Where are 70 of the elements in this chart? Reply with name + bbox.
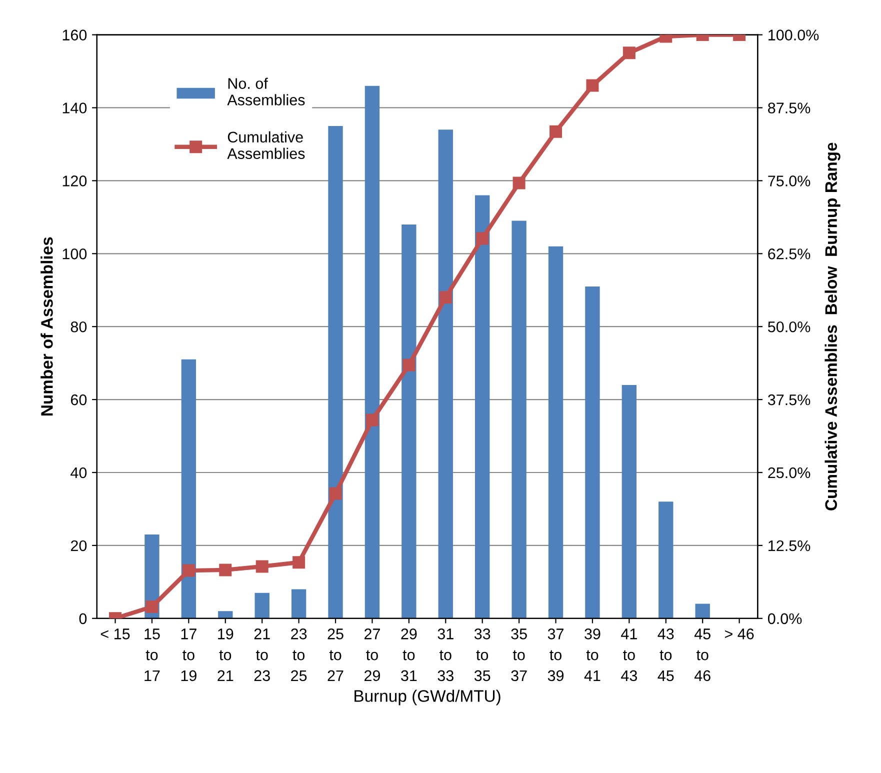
bar [585,286,600,618]
point [439,291,452,304]
bar [254,592,270,618]
y2-tick-label: 87.5% [768,102,810,114]
y2-tick-label: 25.0% [768,467,810,478]
y2-tick-label: 0.0% [768,613,802,624]
legend-label: No. of Assemblies [227,78,305,106]
point [550,125,562,138]
y-tick-label: 80 [70,321,87,332]
y-tick-label: 60 [70,394,87,406]
bar [181,359,196,618]
x-tick-label: 33 to 35 [474,628,490,682]
y-tick-label: 120 [62,176,87,186]
x-tick-label: 35 to 37 [511,628,527,682]
y-axis-title: Number of Assemblies [40,237,53,416]
y-tick-label: 160 [62,30,87,40]
y2-tick-label: 50.0% [768,321,810,332]
x-tick-label: 41 to 43 [621,628,638,682]
y2-tick-label: 75.0% [768,176,810,186]
point [292,556,306,569]
y2-tick-label: 12.5% [768,540,810,552]
point [146,600,158,613]
x-tick-label: > 46 [724,628,754,640]
x-tick-label: 25 to 27 [328,628,344,681]
x-tick-label: 29 to 31 [401,628,417,682]
y2-axis-title: Cumulative Assemblies Below Burnup Range [824,142,840,510]
point [512,176,526,190]
x-tick-label: 21 to 23 [254,628,270,682]
x-tick-label: 19 to 21 [218,628,234,681]
point [329,487,342,500]
x-tick-label: < 15 [100,628,130,640]
point [586,79,599,92]
point [476,232,489,245]
y-tick-label: 0 [79,613,87,624]
bar [218,611,233,618]
y-tick-label: 20 [70,540,87,552]
bar [364,86,380,618]
bar [438,130,453,618]
bar [402,224,416,618]
legend-label: Cumulative Assemblies [227,131,305,160]
y2-tick-label: 62.5% [768,248,810,260]
x-tick-label: 37 to 39 [548,628,564,682]
bar [658,502,674,618]
y2-tick-label: 100.0% [768,30,819,40]
x-axis-title: Burnup (GWd/MTU) [354,690,500,706]
point [219,564,232,576]
bar [548,246,564,618]
point [366,414,378,426]
x-tick-label: 17 to 19 [181,628,196,682]
x-tick-label: 31 to 33 [438,628,454,682]
point [402,358,416,372]
bar [512,220,526,618]
y2-tick-label: 37.5% [768,394,810,406]
x-tick-label: 45 to 46 [694,628,710,682]
x-tick-label: 43 to 45 [658,628,674,682]
bar [291,589,306,618]
y-tick-label: 40 [70,467,87,478]
bar [328,126,343,618]
x-tick-label: 23 to 25 [291,628,307,682]
point [256,560,268,573]
y-tick-label: 140 [62,102,87,114]
bar [622,384,637,618]
point [622,46,636,60]
point [182,564,195,577]
y-tick-label: 100 [62,248,87,260]
x-tick-label: 27 to 29 [364,628,380,682]
bar [475,195,490,618]
x-tick-label: 39 to 41 [584,628,600,681]
x-tick-label: 15 to 17 [144,628,160,681]
bar [695,604,710,618]
